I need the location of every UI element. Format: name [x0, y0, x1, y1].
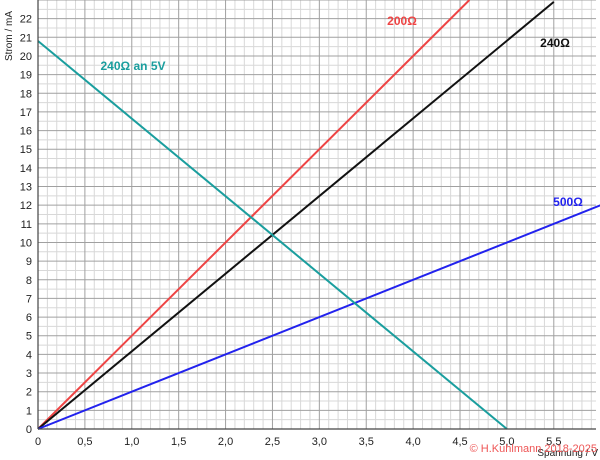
y-tick-label: 18 [20, 88, 32, 100]
series-label-200: 200Ω [387, 14, 417, 28]
tick-labels: 0 0,5 1,0 1,5 2,0 2,5 3,0 3,5 4,0 4,5 5,0 5,5012345… [20, 14, 562, 448]
series-label-500: 500Ω [553, 195, 583, 209]
y-tick-label: 1 [26, 405, 32, 417]
y-tick-label: 22 [20, 14, 32, 26]
series-line-500 [37, 204, 600, 430]
y-tick-label: 4 [26, 349, 32, 361]
y-tick-label: 16 [20, 126, 32, 138]
y-tick-label: 9 [26, 256, 32, 268]
y-tick-label: 12 [20, 200, 32, 212]
x-tick-label: 2,0 [218, 436, 233, 448]
x-tick-label: 3,0 [312, 436, 327, 448]
axes [37, 0, 596, 430]
series-label-240: 240Ω [540, 36, 570, 50]
y-tick-label: 8 [26, 275, 32, 287]
y-tick-label: 10 [20, 237, 32, 249]
series-lines [37, 0, 600, 430]
x-axis-label: Spannung / V [537, 448, 598, 459]
x-tick-label: 5,0 [499, 436, 514, 448]
series-line-240-an-5v [37, 40, 508, 430]
x-tick-label: 1,0 [124, 436, 139, 448]
y-tick-label: 6 [26, 312, 32, 324]
x-tick-label: 0 [35, 436, 41, 448]
y-tick-label: 11 [21, 219, 32, 231]
x-tick-label: 5,5 [546, 436, 561, 448]
y-axis-label: Strom / mA [4, 11, 15, 61]
series-line-240 [37, 1, 555, 430]
series-line-200 [37, 0, 471, 430]
x-tick-label: 4,5 [452, 436, 467, 448]
copyright-notice: © H.Kuhlmann 2018-2025 [470, 443, 597, 455]
y-tick-label: 3 [26, 368, 32, 380]
y-tick-label: 21 [20, 32, 32, 44]
y-tick-label: 17 [20, 107, 32, 119]
y-tick-label: 7 [26, 293, 32, 305]
y-tick-label: 19 [20, 70, 32, 82]
series-labels: 200Ω 240Ω 500Ω 240Ω an 5V [101, 14, 584, 209]
minor-grid [38, 0, 596, 429]
x-tick-label: 2,5 [265, 436, 280, 448]
y-tick-label: 20 [20, 51, 32, 63]
y-tick-label: 13 [20, 182, 32, 194]
x-tick-label: 0,5 [77, 436, 92, 448]
x-tick-label: 1,5 [171, 436, 186, 448]
series-label-240-an-5v: 240Ω an 5V [101, 59, 166, 73]
x-tick-label: 3,5 [359, 436, 374, 448]
y-tick-label: 14 [20, 163, 32, 175]
y-tick-label: 15 [20, 144, 32, 156]
y-tick-label: 5 [26, 331, 32, 343]
y-tick-label: 2 [26, 387, 32, 399]
y-tick-label: 0 [26, 424, 32, 436]
x-tick-label: 4,0 [405, 436, 420, 448]
